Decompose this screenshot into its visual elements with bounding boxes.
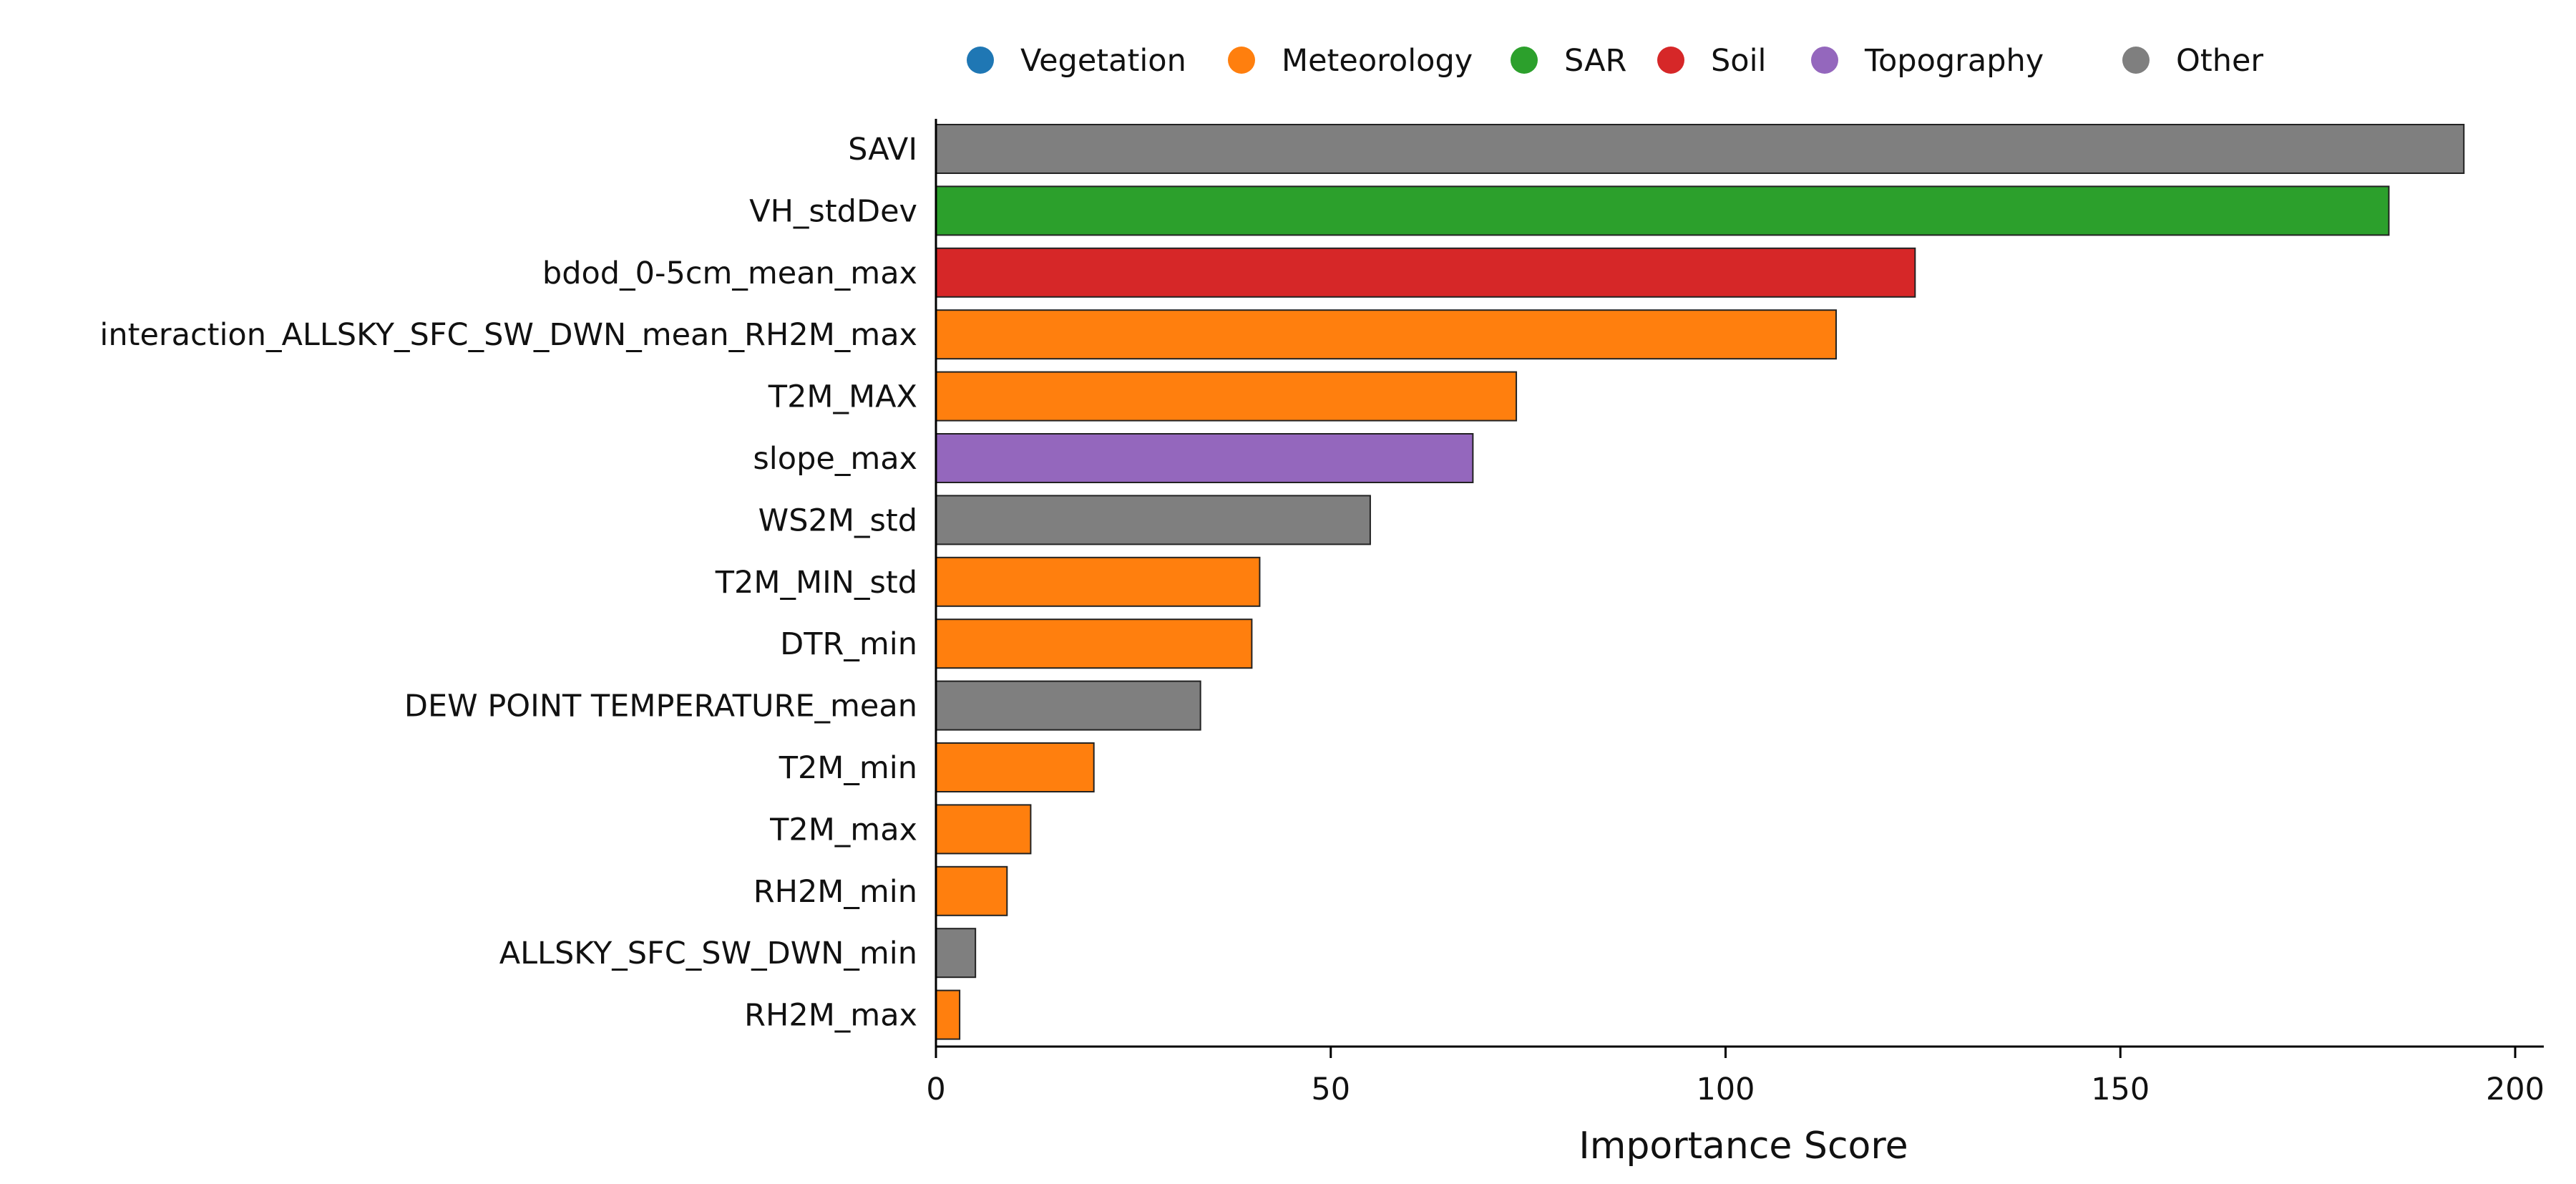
category-labels: SAVI VH_stdDev bdod_0-5cm_mean_max interact… bbox=[99, 132, 917, 1034]
legend-label: Topography bbox=[1864, 43, 2044, 79]
bar bbox=[935, 556, 1261, 607]
legend-item[interactable]: Soil bbox=[1657, 43, 1767, 79]
legend-label: Other bbox=[2176, 43, 2263, 79]
category-label: VH_stdDev bbox=[749, 193, 917, 229]
legend: Vegetation Meteorology SAR Soil Topography Ot… bbox=[967, 43, 2263, 79]
bar bbox=[935, 804, 1032, 855]
bar bbox=[935, 618, 1253, 669]
legend-label: Vegetation bbox=[1020, 43, 1186, 79]
axes bbox=[935, 119, 2544, 1048]
category-label: RH2M_max bbox=[744, 998, 917, 1034]
x-ticks: 0 50 100 150 200 bbox=[926, 1047, 2545, 1107]
legend-label: Soil bbox=[1711, 43, 1767, 79]
legend-swatch bbox=[1511, 47, 1538, 74]
category-label: WS2M_std bbox=[758, 503, 917, 538]
category-label: slope_max bbox=[753, 441, 917, 477]
x-tick-label: 150 bbox=[2091, 1072, 2150, 1107]
category-label: T2M_MAX bbox=[768, 379, 917, 415]
bars-group bbox=[935, 124, 2465, 1040]
bar bbox=[935, 680, 1201, 731]
x-tick-label: 50 bbox=[1311, 1072, 1350, 1107]
legend-item[interactable]: Vegetation bbox=[967, 43, 1186, 79]
bar bbox=[935, 124, 2465, 174]
bar bbox=[935, 495, 1371, 545]
bar bbox=[935, 185, 2390, 236]
legend-item[interactable]: Topography bbox=[1811, 43, 2044, 79]
category-label: T2M_MIN_std bbox=[715, 565, 917, 601]
bar bbox=[935, 247, 1916, 298]
legend-swatch bbox=[967, 47, 994, 74]
legend-label: Meteorology bbox=[1282, 43, 1473, 79]
x-tick-label: 200 bbox=[2486, 1072, 2545, 1107]
bar bbox=[935, 989, 961, 1040]
bar bbox=[935, 433, 1474, 483]
x-tick-label: 100 bbox=[1696, 1072, 1755, 1107]
legend-item[interactable]: SAR bbox=[1511, 43, 1626, 79]
bar bbox=[935, 309, 1837, 360]
bar bbox=[935, 742, 1095, 792]
x-axis-title: Importance Score bbox=[1579, 1125, 1908, 1168]
legend-label: SAR bbox=[1564, 43, 1626, 79]
legend-item[interactable]: Meteorology bbox=[1228, 43, 1473, 79]
bar bbox=[935, 928, 977, 979]
bar bbox=[935, 371, 1518, 422]
legend-swatch bbox=[2122, 47, 2150, 74]
bar bbox=[935, 865, 1008, 916]
category-label: SAVI bbox=[848, 132, 917, 168]
category-label: bdod_0-5cm_mean_max bbox=[542, 256, 917, 291]
category-label: interaction_ALLSKY_SFC_SW_DWN_mean_RH2M_… bbox=[99, 317, 917, 353]
legend-swatch bbox=[1657, 47, 1684, 74]
legend-swatch bbox=[1811, 47, 1838, 74]
category-label: RH2M_min bbox=[753, 874, 917, 910]
category-label: DTR_min bbox=[780, 626, 917, 662]
x-tick-label: 0 bbox=[926, 1072, 945, 1107]
legend-swatch bbox=[1228, 47, 1255, 74]
legend-item[interactable]: Other bbox=[2122, 43, 2263, 79]
category-label: ALLSKY_SFC_SW_DWN_min bbox=[499, 936, 917, 971]
category-label: T2M_max bbox=[769, 812, 917, 848]
category-label: T2M_min bbox=[779, 750, 917, 786]
category-label: DEW POINT TEMPERATURE_mean bbox=[404, 689, 917, 724]
